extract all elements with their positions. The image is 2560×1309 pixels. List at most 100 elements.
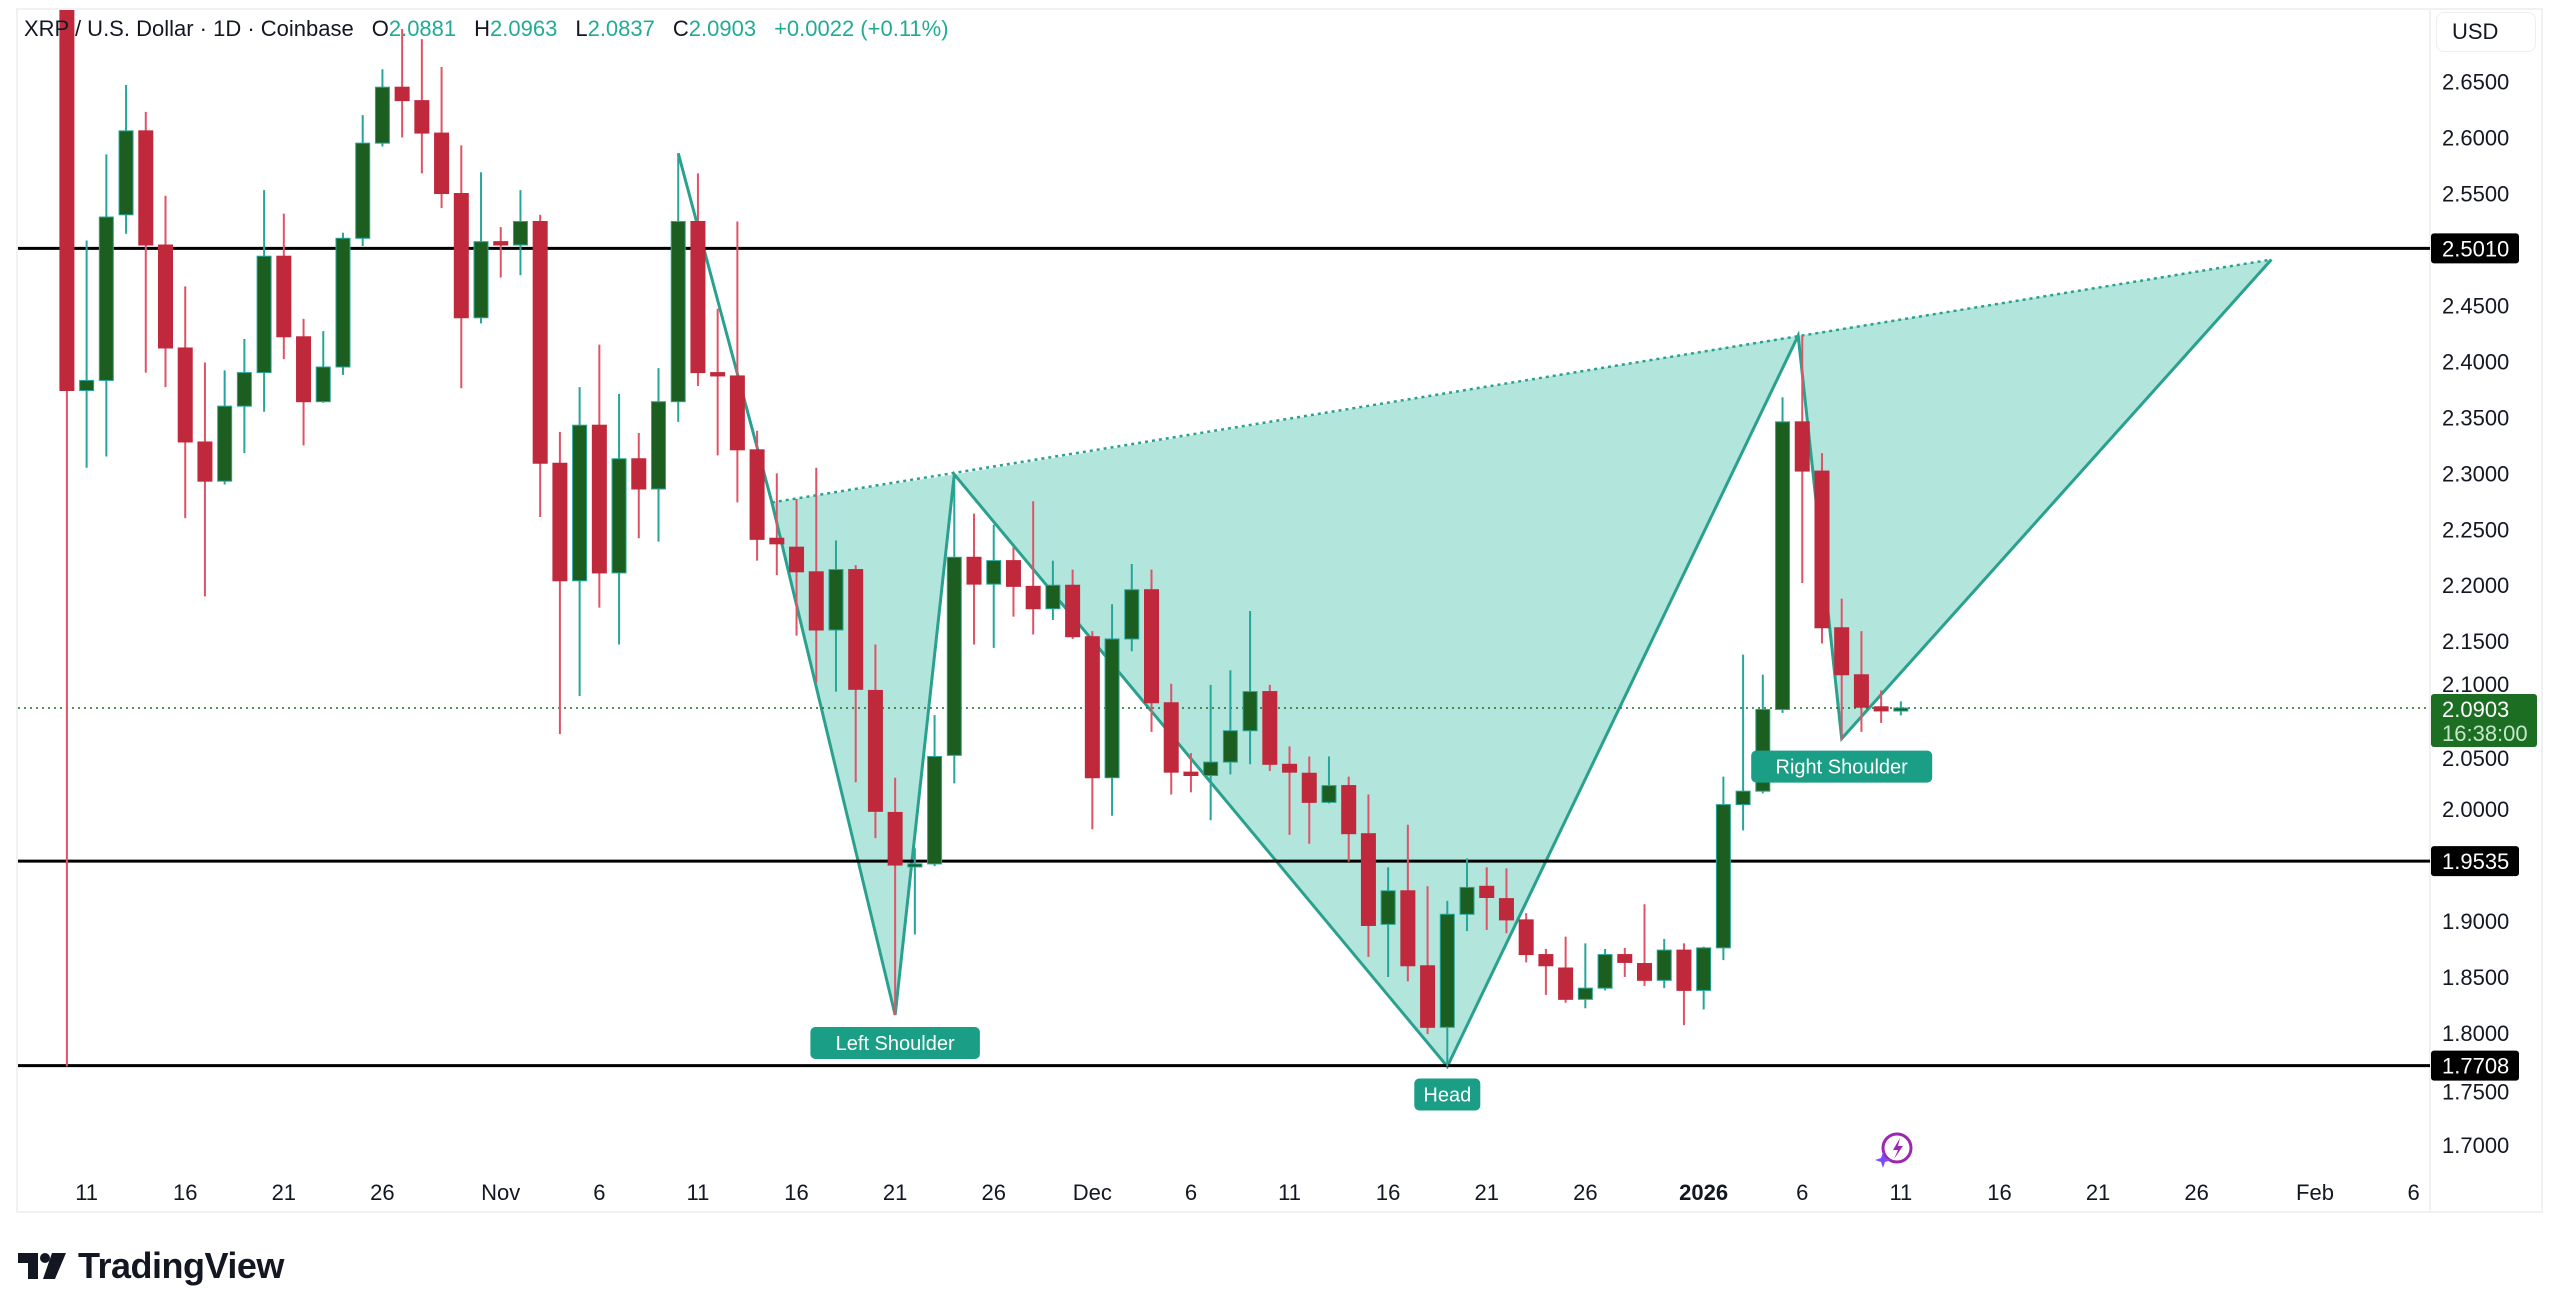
candle xyxy=(946,476,962,784)
candle-body xyxy=(729,375,745,451)
price-tick-label: 2.0000 xyxy=(2442,797,2509,822)
candle xyxy=(611,393,627,645)
candle xyxy=(1459,858,1475,932)
candle xyxy=(1203,684,1219,821)
candle-body xyxy=(1439,913,1455,1028)
candle xyxy=(1262,684,1278,772)
candle-body xyxy=(138,130,154,246)
last-price-label: 2.0903 xyxy=(2442,697,2509,722)
candle-body xyxy=(1203,761,1219,777)
candle-body xyxy=(1656,949,1672,981)
candle xyxy=(572,387,588,697)
candle xyxy=(1420,886,1436,1035)
time-tick-label: 21 xyxy=(1474,1180,1498,1205)
candle xyxy=(493,227,509,278)
candle-body xyxy=(1893,707,1909,712)
close-value: 2.0903 xyxy=(688,16,757,41)
candle-body xyxy=(1360,833,1376,926)
high-label: H xyxy=(474,16,491,41)
time-tick-label: 11 xyxy=(687,1180,710,1205)
candle xyxy=(1045,560,1061,620)
horizontal-levels[interactable] xyxy=(18,246,2430,1068)
candle-body xyxy=(453,193,469,319)
pattern-label-bg xyxy=(1751,750,1933,783)
candle-body xyxy=(296,336,312,403)
price-tick-label: 2.1000 xyxy=(2442,672,2509,697)
currency-button[interactable]: USD xyxy=(2436,12,2536,52)
candle-body xyxy=(1498,898,1514,921)
candle xyxy=(1124,563,1140,652)
time-axis[interactable]: 11 16 21 26 Nov 6 11 16 21 26 Dec 6 11 16 21 26 2026 6 11 1… xyxy=(75,1180,2420,1205)
candle-body xyxy=(670,221,686,403)
candle-body xyxy=(631,458,647,490)
candle xyxy=(848,565,864,783)
candle-body xyxy=(1873,706,1889,712)
bar-countdown: 16:38:00 xyxy=(2442,721,2528,746)
price-axis[interactable]: 2.6500 2.6000 2.5500 2.4500 2.4000 2.3500 2.30… xyxy=(2442,70,2509,1158)
level-price-label: 2.5010 xyxy=(2442,236,2509,261)
candle xyxy=(335,232,351,375)
neckline[interactable] xyxy=(771,258,2272,504)
candle-body xyxy=(591,424,607,574)
candle xyxy=(1163,683,1179,795)
candle xyxy=(1873,690,1889,723)
price-tick-label: 2.2500 xyxy=(2442,517,2509,542)
price-tick-label: 1.8000 xyxy=(2442,1021,2509,1046)
candle-body xyxy=(1380,890,1396,925)
candle xyxy=(1893,701,1909,716)
candle xyxy=(907,848,923,935)
candle xyxy=(276,213,292,360)
candle-body xyxy=(1262,691,1278,765)
lightning-sparkle-icon[interactable] xyxy=(1875,1130,1915,1175)
candle-body xyxy=(532,221,548,464)
candle-body xyxy=(1617,954,1633,963)
candle xyxy=(177,286,193,519)
high-value: 2.0963 xyxy=(490,16,558,41)
candle xyxy=(1144,569,1159,732)
candle xyxy=(79,240,95,468)
price-tick-label: 2.5500 xyxy=(2442,182,2509,207)
candle-body xyxy=(1065,584,1081,638)
price-tick-label: 2.2000 xyxy=(2442,573,2509,598)
candle-body xyxy=(1183,771,1199,777)
candle xyxy=(236,339,252,454)
candle xyxy=(651,368,666,542)
candle-body xyxy=(789,546,805,573)
candle xyxy=(1400,824,1416,982)
time-tick-label: 11 xyxy=(1889,1180,1912,1205)
candle xyxy=(1025,501,1041,635)
low-label: L xyxy=(575,16,588,41)
pattern-fill-right-shoulder xyxy=(1798,259,2272,739)
candle-body xyxy=(848,569,864,690)
price-tick-label: 2.6000 xyxy=(2442,126,2509,151)
time-tick-label: 6 xyxy=(2407,1180,2419,1205)
level-price-label-bg xyxy=(2431,1050,2519,1081)
candle-body xyxy=(1794,421,1810,472)
candle-body xyxy=(79,379,95,391)
candle xyxy=(512,190,528,276)
candle-body xyxy=(414,100,430,134)
candle xyxy=(1341,776,1357,862)
candle xyxy=(552,431,568,735)
time-tick-label: 2026 xyxy=(1679,1180,1728,1205)
candle xyxy=(1617,947,1633,977)
candle xyxy=(966,513,982,645)
candle xyxy=(1518,913,1534,963)
candle xyxy=(710,308,726,456)
time-tick-label: Dec xyxy=(1073,1180,1112,1205)
tradingview-logo[interactable]: TradingView xyxy=(18,1245,284,1287)
candle-body xyxy=(1637,963,1652,981)
head-and-shoulders-pattern[interactable] xyxy=(676,152,2273,1070)
candle xyxy=(1005,547,1021,617)
candle-body xyxy=(572,424,588,582)
time-tick-label: 16 xyxy=(784,1180,808,1205)
candle xyxy=(1715,776,1731,961)
time-tick-label: 6 xyxy=(593,1180,605,1205)
time-tick-label: Feb xyxy=(2296,1180,2334,1205)
open-value: 2.0881 xyxy=(388,16,457,41)
candle-body xyxy=(867,689,883,812)
candle xyxy=(1794,335,1810,584)
tradingview-logo-icon xyxy=(18,1253,66,1279)
price-tick-label: 2.4500 xyxy=(2442,293,2509,318)
